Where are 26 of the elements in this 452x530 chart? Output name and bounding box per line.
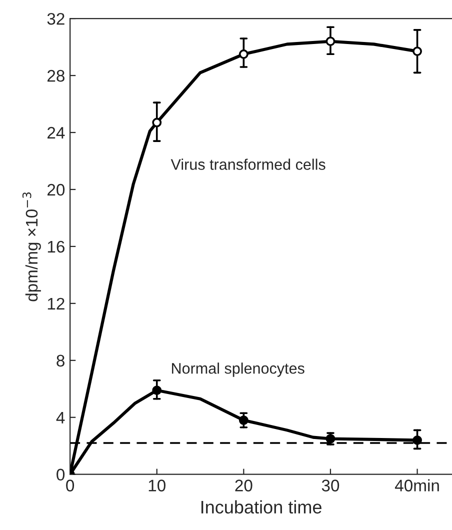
- y-axis-title: dpm/mg ×10$^{−3}$: [22, 192, 41, 302]
- point: [412, 435, 422, 445]
- x-tick-label: 10: [148, 480, 166, 492]
- y-tick-label: 20: [48, 184, 65, 196]
- point: [238, 49, 248, 59]
- point: [326, 434, 336, 444]
- x-axis-title: Incubation time: [201, 500, 322, 514]
- y-tick-label: 28: [48, 70, 64, 82]
- y-tick-label: 24: [48, 126, 65, 139]
- y-tick-label: 4: [56, 412, 65, 424]
- x-tick-label: 20: [235, 480, 252, 492]
- y-tick-label: 32: [47, 12, 64, 25]
- point: [238, 416, 248, 425]
- x-tick-label: 0: [66, 480, 74, 492]
- point: [152, 386, 162, 396]
- x-tick-label: 40min: [394, 479, 439, 492]
- x-tick-label: 30: [322, 480, 340, 492]
- point: [152, 118, 162, 128]
- y-tick-label: 0: [56, 468, 65, 481]
- y-tick-label: 16: [48, 240, 64, 253]
- y-tick-label: 12: [48, 298, 64, 310]
- series-label: Normal splenocytes: [172, 362, 304, 377]
- y-tick-label: 8: [56, 354, 64, 367]
- point: [412, 46, 422, 56]
- text: Virus transformed cells: [170, 158, 326, 170]
- point: [326, 36, 336, 46]
